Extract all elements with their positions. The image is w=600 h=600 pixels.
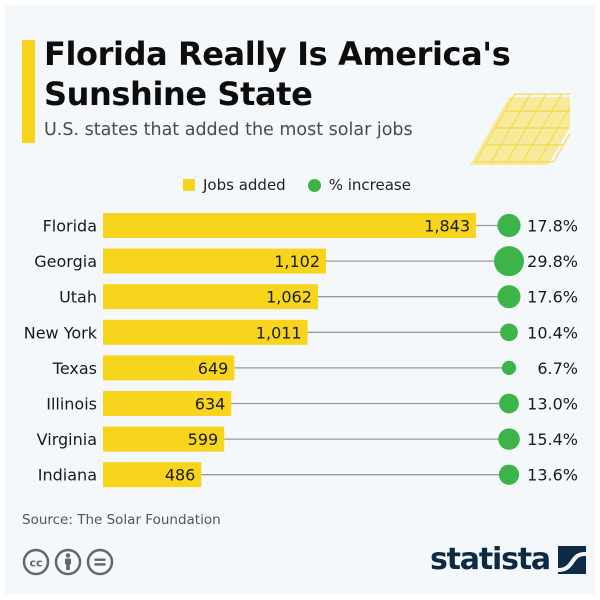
- bar-jobs-added: [103, 319, 308, 345]
- legend-swatch-increase: [307, 178, 321, 192]
- bar-jobs-added: [103, 426, 225, 452]
- bar-value-label: 1,843: [424, 217, 470, 236]
- category-label: Virginia: [37, 430, 97, 449]
- category-label: New York: [24, 323, 98, 342]
- source-note: Source: The Solar Foundation: [22, 512, 221, 528]
- percent-value-label: 17.6%: [527, 288, 578, 307]
- attribution-icon[interactable]: [54, 548, 82, 576]
- percent-value-label: 13.0%: [527, 395, 578, 414]
- legend-label-increase: % increase: [328, 176, 411, 194]
- solar-panel-icon: [469, 93, 570, 165]
- bubble-percent-increase: [497, 285, 521, 309]
- percent-value-label: 29.8%: [527, 252, 578, 271]
- category-label: Utah: [59, 288, 97, 307]
- no-derivatives-icon[interactable]: [86, 548, 114, 576]
- legend-swatch-jobs: [183, 179, 195, 191]
- bubble-percent-increase: [500, 323, 518, 342]
- chart-title: Florida Really Is America's Sunshine Sta…: [44, 35, 511, 113]
- bar-value-label: 634: [195, 395, 226, 414]
- category-label: Indiana: [38, 466, 97, 485]
- bubble-percent-increase: [501, 360, 517, 376]
- bar-value-label: 1,062: [266, 288, 312, 307]
- title-accent-bar: [22, 40, 35, 143]
- percent-value-label: 6.7%: [537, 359, 578, 378]
- bar-jobs-added: [103, 391, 232, 416]
- percent-value-label: 17.8%: [527, 217, 578, 236]
- bar-jobs-added: [103, 462, 202, 488]
- svg-text:cc: cc: [29, 557, 42, 570]
- statista-logo-icon: [557, 546, 586, 574]
- percent-value-label: 15.4%: [527, 430, 578, 449]
- bubble-percent-increase: [498, 428, 520, 450]
- chart-legend: Jobs added % increase: [183, 176, 411, 194]
- statista-wordmark: statista: [430, 542, 551, 577]
- legend-label-jobs: Jobs added: [203, 176, 286, 194]
- cc-icon[interactable]: cc: [22, 548, 50, 576]
- bar-value-label: 649: [198, 359, 229, 378]
- bubble-percent-increase: [497, 213, 521, 238]
- statista-brand[interactable]: statista: [430, 542, 586, 578]
- category-label: Florida: [43, 217, 97, 236]
- bar-jobs-added: [103, 248, 327, 274]
- percent-value-label: 13.6%: [527, 466, 578, 485]
- bubble-percent-increase: [498, 464, 520, 485]
- bar-jobs-added: [103, 213, 476, 238]
- license-icons: cc: [22, 548, 114, 576]
- bubble-percent-increase: [499, 393, 519, 414]
- bar-jobs-added: [103, 355, 235, 381]
- bar-value-label: 599: [188, 430, 219, 449]
- percent-value-label: 10.4%: [527, 323, 578, 342]
- bar-value-label: 1,102: [274, 252, 320, 271]
- bar-value-label: 1,011: [256, 323, 302, 342]
- category-label: Illinois: [46, 395, 97, 414]
- category-label: Georgia: [34, 252, 97, 271]
- category-label: Texas: [52, 359, 97, 378]
- chart-subtitle: U.S. states that added the most solar jo…: [44, 120, 413, 140]
- bar-jobs-added: [103, 284, 318, 310]
- bubble-percent-increase: [494, 246, 524, 277]
- bar-value-label: 486: [165, 466, 196, 485]
